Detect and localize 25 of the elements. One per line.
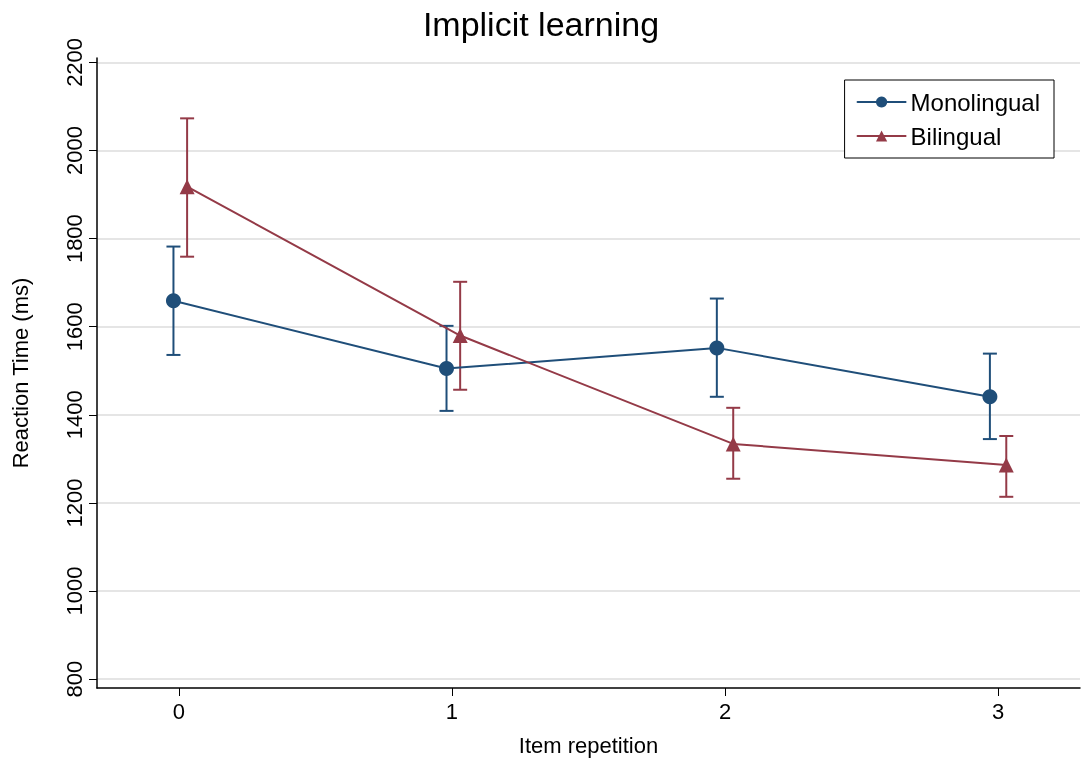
legend-label: Monolingual — [910, 88, 1040, 116]
y-axis-title: Reaction Time (ms) — [7, 277, 33, 469]
y-tick-label: 1400 — [61, 390, 87, 440]
y-tick-label: 1800 — [61, 214, 87, 264]
point — [998, 457, 1014, 473]
x-axis-title: Item repetition — [518, 732, 659, 758]
chart-title: Implicit learning — [422, 5, 660, 43]
x-tick-label: 2 — [718, 698, 732, 724]
point — [452, 328, 468, 344]
point — [725, 436, 741, 452]
y-tick-label: 2200 — [61, 37, 87, 87]
point — [165, 293, 181, 309]
y-tick-label: 1600 — [61, 302, 87, 352]
legend-label: Bilingual — [910, 122, 1002, 150]
y-tick-label: 1000 — [61, 566, 87, 616]
y-tick-label: 1200 — [61, 478, 87, 528]
y-tick-label: 800 — [61, 660, 87, 698]
point — [982, 389, 998, 405]
x-tick-label: 1 — [445, 698, 459, 724]
y-tick-label: 2000 — [61, 126, 87, 175]
x-tick-label: 0 — [172, 698, 186, 724]
x-tick-label: 3 — [991, 698, 1005, 724]
point — [709, 340, 725, 356]
point — [179, 179, 195, 195]
point — [439, 361, 455, 377]
